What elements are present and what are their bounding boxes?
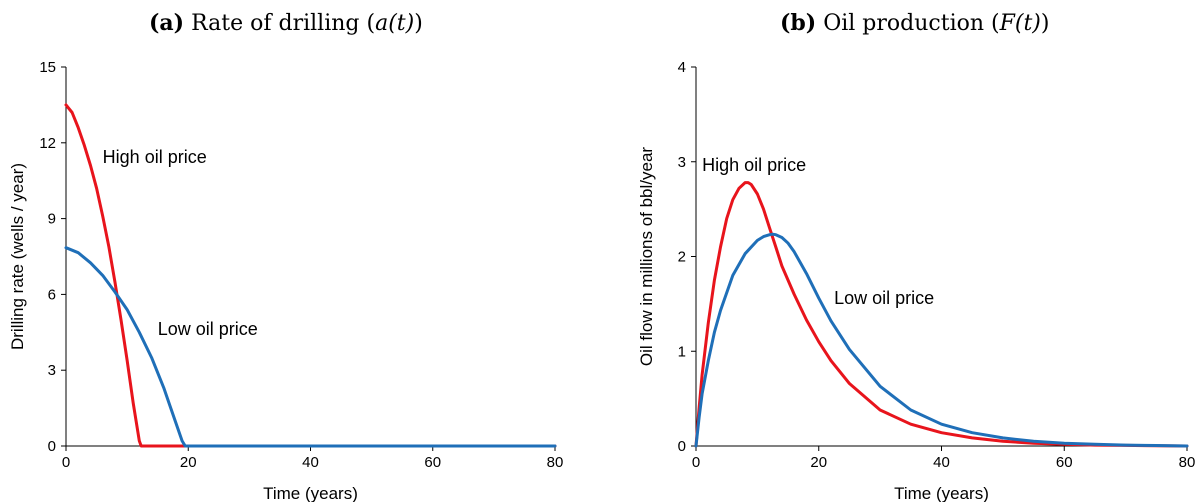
- chart-b-title-tag: (b): [780, 10, 817, 36]
- chart-b-title-text: Oil production (: [823, 11, 1000, 36]
- chart-a-y-tick-label: 15: [39, 59, 56, 76]
- chart-a-x-axis-label: Time (years): [263, 484, 358, 502]
- chart-a-y-tick-label: 6: [48, 286, 56, 303]
- chart-a-series-low-oil-price-line: [64, 246, 557, 448]
- chart-a-y-tick-label: 0: [48, 438, 56, 455]
- chart-a-y-tick-label: 9: [48, 211, 56, 228]
- chart-a-title-tag: (a): [149, 10, 185, 36]
- chart-a-x-tick-label: 40: [302, 454, 319, 471]
- chart-b-title-close: ): [1040, 11, 1050, 36]
- chart-b-title-math: F(t): [999, 11, 1041, 36]
- chart-b-x-tick-label: 80: [1179, 454, 1196, 471]
- chart-a-y-tick-label: 12: [39, 135, 56, 152]
- chart-a-y-tick-label: 3: [48, 362, 56, 379]
- chart-a-title-close: ): [414, 11, 423, 36]
- chart-b-x-tick-label: 0: [692, 454, 700, 471]
- chart-b-series-high-oil-price-line: [694, 181, 1189, 448]
- chart-a-annotation-high-oil-price: High oil price: [103, 147, 207, 167]
- chart-b-x-tick-label: 20: [810, 454, 827, 471]
- chart-b-y-tick-label: 2: [678, 249, 686, 266]
- chart-a-x-tick-label: 60: [424, 454, 441, 471]
- chart-a-x-tick-label: 80: [547, 454, 564, 471]
- chart-b-series-low-oil-price-line: [694, 232, 1189, 448]
- chart-a: 0 3 6 9 12 15 0 20 40 60 80 Time (years) Drilling ra…: [8, 59, 563, 502]
- chart-b-y-tick-label: 1: [678, 343, 686, 360]
- chart-b-x-axis-label: Time (years): [894, 484, 989, 502]
- chart-a-title: (a) Rate of drilling (a(t)): [149, 10, 423, 36]
- chart-b-title: (b) Oil production (F(t)): [780, 10, 1049, 36]
- chart-b-y-axis-label: Oil flow in millions of bbl/year: [637, 147, 656, 367]
- chart-a-title-text: Rate of drilling (: [191, 11, 376, 36]
- chart-a-annotation-low-oil-price: Low oil price: [158, 319, 258, 339]
- chart-a-y-axis-label: Drilling rate (wells / year): [8, 163, 27, 350]
- chart-a-x-tick-label: 0: [62, 454, 70, 471]
- chart-b-y-tick-label: 3: [678, 154, 686, 171]
- chart-b-y-tick-label: 0: [678, 438, 686, 455]
- chart-a-title-math: a(t): [375, 11, 415, 36]
- chart-b-annotation-high-oil-price: High oil price: [702, 155, 806, 175]
- chart-a-x-tick-label: 20: [180, 454, 197, 471]
- chart-b-x-tick-label: 60: [1056, 454, 1073, 471]
- chart-b-x-tick-label: 40: [933, 454, 950, 471]
- chart-b-y-tick-label: 4: [678, 59, 686, 76]
- chart-b-annotation-low-oil-price: Low oil price: [834, 288, 934, 308]
